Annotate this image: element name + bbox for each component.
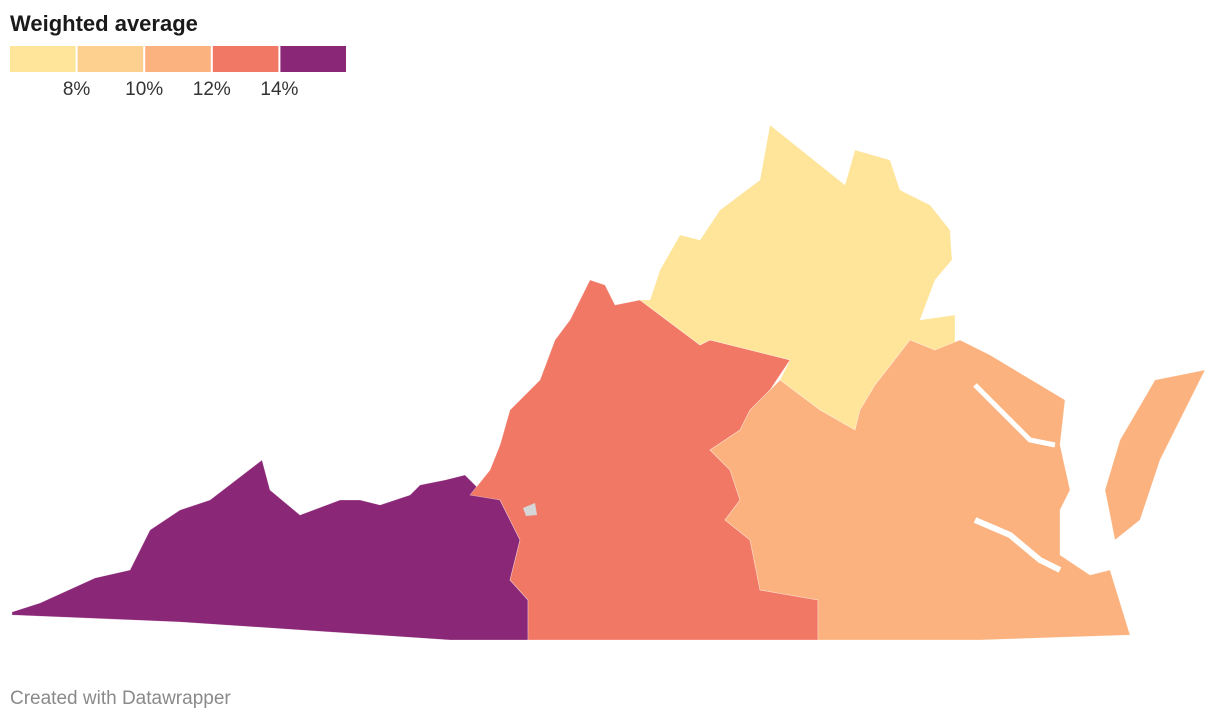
legend-title: Weighted average <box>10 11 198 36</box>
legend-tick-label: 10% <box>125 79 163 100</box>
region <box>11 459 529 641</box>
river <box>973 517 1062 573</box>
legend: 8% 10% 12% 14% <box>10 46 346 100</box>
legend-tick-label: 8% <box>63 79 91 100</box>
no-data-region <box>523 503 537 516</box>
legend-swatch <box>10 46 76 72</box>
region <box>1104 369 1206 541</box>
region <box>639 124 956 431</box>
legend-swatch <box>77 46 144 72</box>
footer: Created with Datawrapper <box>10 688 231 709</box>
legend-swatch <box>280 46 346 72</box>
legend-tick-label: 12% <box>193 79 231 100</box>
legend-tick-label: 14% <box>260 79 298 100</box>
map <box>11 124 1206 641</box>
legend-swatch <box>145 46 211 72</box>
region <box>709 339 1131 641</box>
river <box>973 383 1056 448</box>
legend-swatch <box>212 46 279 72</box>
